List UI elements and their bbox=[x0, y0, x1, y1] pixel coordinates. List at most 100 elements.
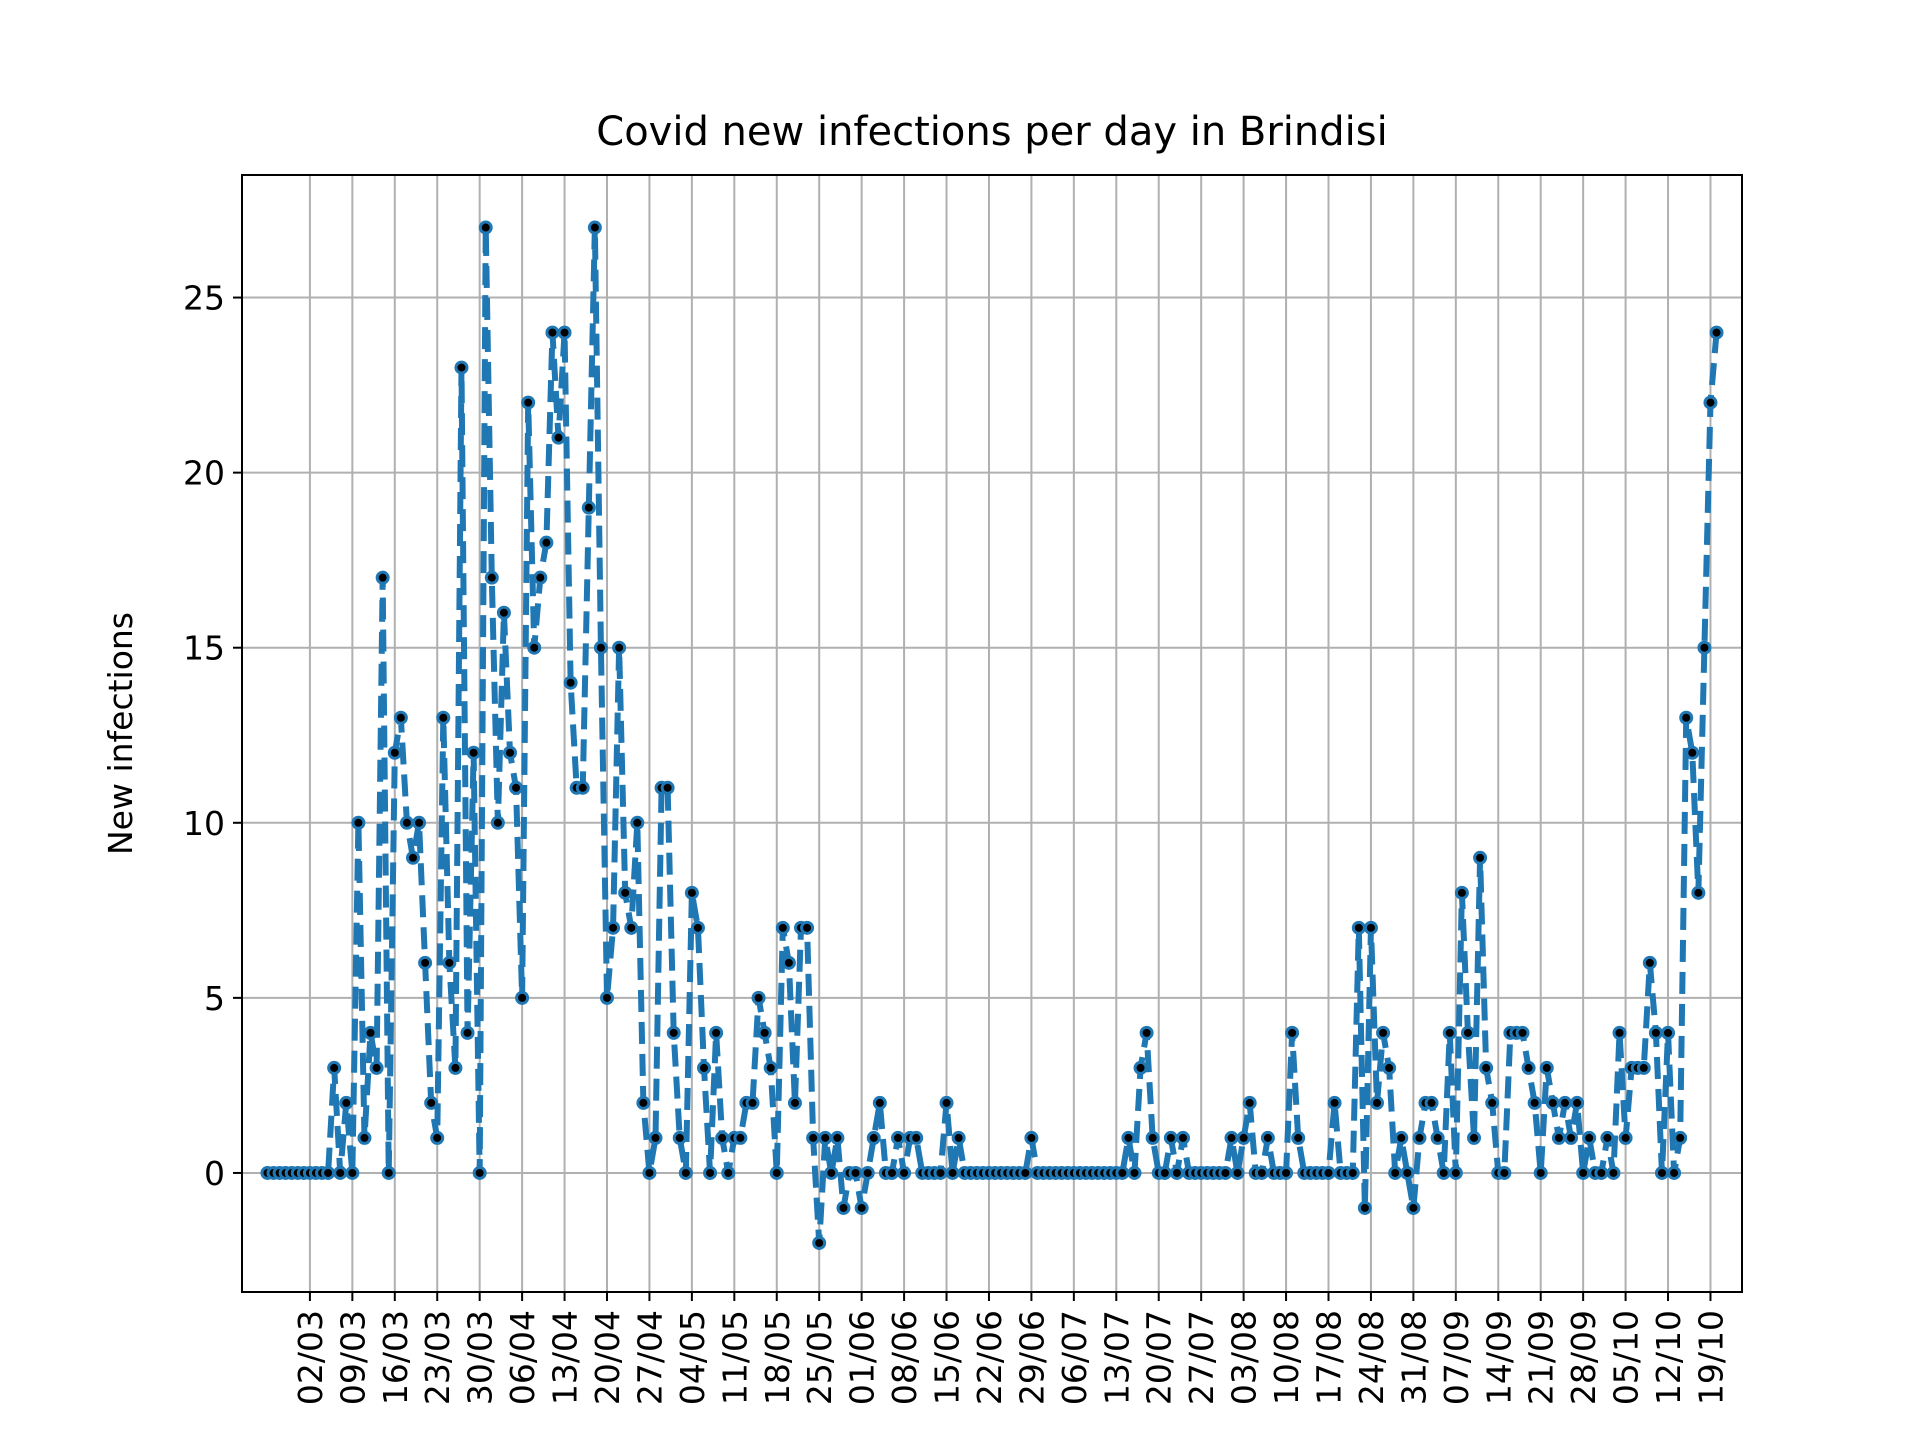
data-point bbox=[660, 780, 675, 795]
x-tick-label: 27/07 bbox=[1182, 1310, 1221, 1405]
data-point bbox=[781, 955, 796, 970]
data-point bbox=[763, 1060, 778, 1075]
data-point bbox=[775, 920, 790, 935]
data-point bbox=[600, 990, 614, 1005]
data-point bbox=[515, 990, 530, 1005]
data-point bbox=[1473, 850, 1488, 865]
y-tick-label: 5 bbox=[204, 979, 225, 1018]
data-point bbox=[836, 1200, 851, 1215]
data-point bbox=[1327, 1095, 1342, 1110]
data-point bbox=[333, 1165, 348, 1180]
data-point bbox=[933, 1165, 948, 1180]
data-point bbox=[721, 1165, 736, 1180]
y-tick-label: 10 bbox=[183, 804, 225, 843]
data-point bbox=[1648, 1025, 1663, 1040]
data-point bbox=[1236, 1130, 1251, 1145]
data-point bbox=[1654, 1165, 1669, 1180]
data-point bbox=[490, 815, 505, 830]
x-tick-label: 05/10 bbox=[1607, 1310, 1646, 1405]
data-point bbox=[642, 1165, 657, 1180]
data-point bbox=[1539, 1060, 1554, 1075]
data-point bbox=[369, 1060, 384, 1075]
data-point bbox=[830, 1130, 845, 1145]
x-tick-label: 16/03 bbox=[376, 1310, 415, 1405]
plot-frame bbox=[241, 174, 1743, 1293]
data-point bbox=[848, 1165, 863, 1180]
data-point bbox=[436, 710, 451, 725]
data-point bbox=[1376, 1025, 1391, 1040]
data-point bbox=[812, 1235, 827, 1250]
data-point bbox=[1127, 1165, 1142, 1180]
data-point bbox=[1018, 1165, 1033, 1180]
data-point bbox=[697, 1060, 711, 1075]
data-point bbox=[745, 1095, 760, 1110]
y-tick-label: 25 bbox=[183, 279, 225, 318]
x-tick-label: 25/05 bbox=[800, 1310, 839, 1405]
data-point bbox=[1424, 1095, 1439, 1110]
x-tick-label: 04/05 bbox=[673, 1310, 712, 1405]
x-tick-label: 06/07 bbox=[1055, 1310, 1094, 1405]
x-tick-label: 24/08 bbox=[1352, 1310, 1391, 1405]
data-point bbox=[897, 1165, 912, 1180]
data-point bbox=[800, 920, 815, 935]
data-point bbox=[351, 815, 366, 830]
data-point bbox=[1291, 1130, 1306, 1145]
data-point bbox=[1527, 1095, 1542, 1110]
data-point bbox=[1551, 1130, 1566, 1145]
data-point bbox=[1576, 1165, 1591, 1180]
data-point bbox=[951, 1130, 966, 1145]
data-point bbox=[1394, 1130, 1409, 1145]
x-tick-label: 15/06 bbox=[928, 1310, 967, 1405]
series-layer bbox=[260, 220, 1724, 1250]
data-point bbox=[484, 570, 499, 585]
x-tick-label: 21/09 bbox=[1522, 1310, 1561, 1405]
data-point bbox=[866, 1130, 881, 1145]
x-tick-label: 06/04 bbox=[503, 1310, 542, 1405]
data-point bbox=[1133, 1060, 1148, 1075]
data-point bbox=[539, 535, 554, 550]
data-point bbox=[393, 710, 408, 725]
data-point bbox=[1279, 1165, 1294, 1180]
data-point bbox=[1606, 1165, 1621, 1180]
x-tick-label: 22/06 bbox=[970, 1310, 1009, 1405]
data-point bbox=[854, 1200, 869, 1215]
x-tick-label: 10/08 bbox=[1267, 1310, 1306, 1405]
data-point bbox=[381, 1165, 396, 1180]
data-point bbox=[806, 1130, 821, 1145]
data-point bbox=[1254, 1165, 1269, 1180]
data-point bbox=[1618, 1130, 1633, 1145]
x-tick-label: 30/03 bbox=[461, 1310, 500, 1405]
x-tick-label: 14/09 bbox=[1479, 1310, 1518, 1405]
x-tick-label: 13/07 bbox=[1097, 1310, 1136, 1405]
y-tick-label: 0 bbox=[204, 1154, 225, 1193]
data-point bbox=[1709, 325, 1724, 340]
data-point bbox=[1242, 1095, 1257, 1110]
x-tick-label: 17/08 bbox=[1309, 1310, 1348, 1405]
data-point bbox=[1557, 1095, 1572, 1110]
y-tick-label: 20 bbox=[183, 454, 225, 493]
data-point bbox=[630, 815, 645, 830]
data-point bbox=[1357, 1200, 1372, 1215]
data-point bbox=[478, 220, 493, 235]
data-point bbox=[509, 780, 524, 795]
data-point bbox=[1224, 1130, 1239, 1145]
x-tick-label: 23/03 bbox=[418, 1310, 457, 1405]
data-point bbox=[1600, 1130, 1615, 1145]
data-point bbox=[454, 360, 469, 375]
data-point bbox=[1406, 1200, 1421, 1215]
x-tick-label: 29/06 bbox=[1012, 1310, 1051, 1405]
data-point bbox=[357, 1130, 372, 1145]
data-point bbox=[1612, 1025, 1627, 1040]
data-point bbox=[545, 325, 560, 340]
data-point bbox=[1703, 395, 1718, 410]
data-point bbox=[521, 395, 536, 410]
data-point bbox=[690, 920, 705, 935]
data-point bbox=[1594, 1165, 1609, 1180]
data-point bbox=[1321, 1165, 1336, 1180]
data-point bbox=[612, 640, 627, 655]
data-point bbox=[1691, 885, 1706, 900]
data-point bbox=[1139, 1025, 1154, 1040]
x-tick-label: 09/03 bbox=[333, 1310, 372, 1405]
data-point bbox=[1115, 1165, 1130, 1180]
